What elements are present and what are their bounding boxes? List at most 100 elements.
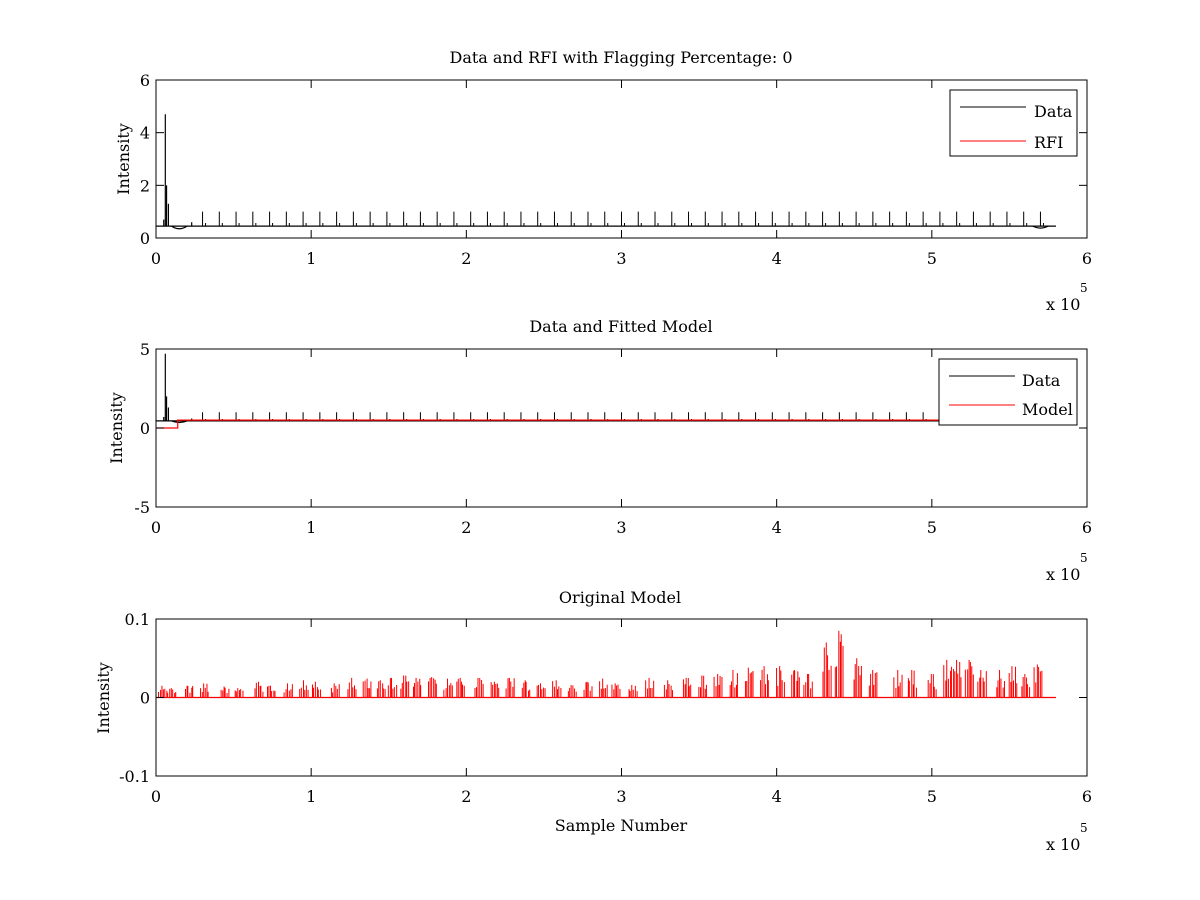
panel-original-model-series-0-cluster xyxy=(267,685,276,698)
panel-original-model-xtick-label: 5 xyxy=(927,787,937,806)
panel-model-fit-legend-model-label: Model xyxy=(1022,400,1073,419)
panel-original-model-series-0-cluster xyxy=(729,670,738,698)
panel-original-model-xtick-label: 4 xyxy=(772,787,782,806)
panel-original-model-series-0-cluster xyxy=(552,680,562,698)
panel-original-model-xlabel: Sample Number xyxy=(555,816,688,835)
panel-rfi-series-layer xyxy=(156,114,1056,230)
panel-original-model-series-0-cluster xyxy=(387,677,398,698)
panel-rfi-legend-box xyxy=(949,89,1078,157)
panel-rfi-x-multiplier-exp: 5 xyxy=(1080,281,1088,295)
panel-rfi-series-0-dip xyxy=(171,225,188,230)
panel-model-fit-ytick-label: 0 xyxy=(140,419,150,438)
panel-original-model-series-0-cluster xyxy=(977,670,987,698)
panel-rfi-legend-rfi-label: RFI xyxy=(1034,133,1063,152)
panel-original-model-series-0-cluster xyxy=(791,670,800,698)
panel-original-model-series-layer xyxy=(156,630,1056,699)
panel-model-fit-xtick-label: 1 xyxy=(306,518,316,537)
panel-original-model-series-0-cluster xyxy=(167,688,177,698)
panel-original-model-series-0-cluster xyxy=(567,684,577,698)
panel-original-model-series-0-cluster xyxy=(362,678,372,698)
panel-model-fit-x-multiplier: x 10 xyxy=(1046,565,1080,584)
panel-rfi-series-0-dip xyxy=(1032,225,1049,229)
panel-model-fit-legend-data-label: Data xyxy=(1022,371,1061,390)
panel-rfi-legend: Data RFI xyxy=(949,89,1078,157)
panel-original-model-series-0-cluster xyxy=(428,677,437,698)
panel-original-model-title: Original Model xyxy=(559,588,681,607)
panel-original-model-xtick-label: 6 xyxy=(1082,787,1092,806)
panel-model-fit-ylabel: Intensity xyxy=(107,392,126,464)
panel-original-model-ytick-label: -0.1 xyxy=(119,767,150,786)
panel-original-model-series-0-cluster xyxy=(505,677,515,698)
panel-rfi-xticks: 0 1 2 3 4 5 6 xyxy=(151,80,1092,268)
panel-rfi-yticks: 0 2 4 6 xyxy=(140,71,1087,248)
panel-original-model-xtick-label: 2 xyxy=(461,787,471,806)
panel-original-model-series-0-cluster xyxy=(943,659,952,698)
panel-original-model-series-0-cluster xyxy=(776,666,785,698)
panel-original-model-series-0-cluster xyxy=(220,686,230,698)
panel-original-model-series-0-cluster xyxy=(953,659,962,698)
panel-rfi-ytick-label: 0 xyxy=(140,229,150,248)
panel-original-model-series-0-cluster xyxy=(330,683,340,698)
panel-original-model-xtick-label: 3 xyxy=(616,787,626,806)
panel-original-model-series-0-cluster xyxy=(853,658,862,698)
panel-model-fit-legend: Data Model xyxy=(938,358,1078,426)
panel-original-model-series-0-cluster xyxy=(996,670,1005,698)
panel-original-model-series-0-cluster xyxy=(234,688,244,698)
panel-original-model-series-0-cluster xyxy=(893,670,903,698)
panel-original-model-series-0-cluster xyxy=(1021,673,1031,698)
panel-original-model-series-0-cluster xyxy=(599,678,608,698)
panel-original-model-series-0-cluster xyxy=(254,681,264,698)
panel-original-model-series-0-cluster xyxy=(1008,666,1018,698)
panel-model-fit-legend-box xyxy=(938,358,1078,426)
panel-rfi-legend-data-label: Data xyxy=(1034,102,1073,121)
panel-rfi-ylabel: Intensity xyxy=(114,123,133,195)
panel-model-fit-yticks: -5 0 5 xyxy=(134,340,1087,517)
panel-original-model-x-multiplier-exp: 5 xyxy=(1080,821,1088,835)
panel-original-model-series-0-cluster xyxy=(834,630,844,698)
panel-model-fit-xtick-label: 2 xyxy=(461,518,471,537)
panel-original-model-series-0-cluster xyxy=(490,681,500,698)
panel-original-model-series-0-cluster xyxy=(645,677,655,698)
panel-original-model-series-0-cluster xyxy=(443,678,453,698)
panel-original-model-series-0-cluster xyxy=(283,683,293,698)
panel-rfi-series-0-peaks xyxy=(202,211,1044,227)
panel-original-model-series-0-cluster xyxy=(611,683,621,698)
panel-original-model-series-0-cluster xyxy=(698,675,707,698)
panel-original-model-series-0-cluster xyxy=(868,670,878,698)
panel-rfi-plot-area xyxy=(156,114,1056,230)
panel-rfi-ytick-label: 2 xyxy=(140,176,150,195)
panel-original-model-series-0-cluster xyxy=(927,673,937,698)
panel-original-model-xticks: 0 1 2 3 4 5 6 xyxy=(151,619,1092,806)
panel-original-model-series-0-cluster xyxy=(185,685,194,698)
panel-original-model-series-0-cluster xyxy=(583,681,593,698)
panel-original-model-ytick-label: 0 xyxy=(140,689,150,708)
panel-rfi-xtick-label: 5 xyxy=(927,249,937,268)
panel-original-model-xtick-label: 1 xyxy=(306,787,316,806)
panel-model-fit-series-1-line xyxy=(156,419,1056,429)
panel-original-model-series-0-cluster xyxy=(964,659,974,698)
panel-original-model-xtick-label: 0 xyxy=(151,787,161,806)
panel-original-model-series-0-cluster xyxy=(157,685,168,698)
panel-model-fit-ytick-label: 5 xyxy=(140,340,150,359)
panel-original-model-series-0-cluster xyxy=(822,642,832,698)
panel-model-fit-series-0-dip xyxy=(171,420,188,424)
panel-model-fit-xtick-label: 5 xyxy=(927,518,937,537)
panel-original-model-yticks: -0.1 0 0.1 xyxy=(119,610,1087,786)
panel-model-fit-ytick-label: -5 xyxy=(134,498,150,517)
panel-original-model-series-0-cluster xyxy=(456,677,465,698)
panel-original-model-series-0-cluster xyxy=(412,677,422,698)
panel-original-model-series-0-cluster xyxy=(1033,664,1043,698)
panel-model-fit-title: Data and Fitted Model xyxy=(529,317,712,336)
panel-rfi-xtick-label: 0 xyxy=(151,249,161,268)
panel-rfi-xtick-label: 6 xyxy=(1082,249,1092,268)
panel-original-model-series-0-cluster xyxy=(744,667,754,698)
panel-original-model-series-0-cluster xyxy=(760,666,769,698)
panel-original-model-series-0-cluster xyxy=(536,683,546,698)
panel-rfi-xtick-label: 2 xyxy=(461,249,471,268)
panel-rfi-ytick-label: 4 xyxy=(140,124,150,143)
panel-rfi-title: Data and RFI with Flagging Percentage: 0 xyxy=(449,48,792,67)
panel-model-fit-xtick-label: 6 xyxy=(1082,518,1092,537)
panel-original-model-series-0-cluster xyxy=(400,675,410,698)
